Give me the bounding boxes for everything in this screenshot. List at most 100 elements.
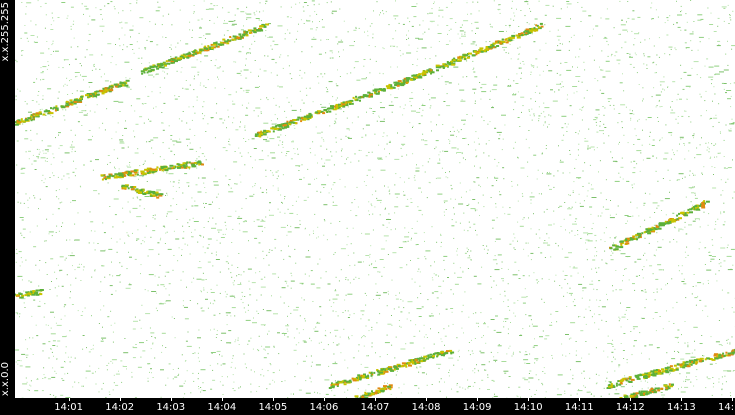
background-point <box>294 376 296 378</box>
background-point <box>600 69 602 71</box>
background-point <box>480 350 482 352</box>
background-point <box>95 7 97 9</box>
streak-point <box>407 78 410 81</box>
background-point <box>528 381 530 383</box>
background-point <box>294 127 296 129</box>
background-point <box>161 332 166 334</box>
background-point <box>182 87 184 89</box>
background-point <box>557 29 559 31</box>
background-point <box>299 69 301 71</box>
background-point <box>82 269 84 271</box>
background-point <box>581 109 583 111</box>
streak-point <box>338 103 341 106</box>
background-point <box>472 385 474 387</box>
background-point <box>326 2 328 4</box>
background-point <box>524 1 529 3</box>
background-point <box>115 384 119 386</box>
background-point <box>198 329 200 331</box>
background-point <box>353 29 357 31</box>
streak-point <box>226 42 230 45</box>
background-point <box>494 127 497 129</box>
background-point <box>158 253 160 255</box>
background-point <box>504 290 506 292</box>
background-point <box>680 138 682 140</box>
background-point <box>442 16 444 18</box>
background-point <box>549 30 551 32</box>
background-point <box>311 361 313 363</box>
background-point <box>244 125 246 127</box>
background-point <box>446 105 451 107</box>
background-point <box>474 209 476 210</box>
background-point <box>437 193 443 195</box>
background-point <box>201 18 203 20</box>
streak-point <box>135 188 139 191</box>
background-point <box>502 206 504 208</box>
background-point <box>90 230 92 232</box>
streak-point <box>342 105 346 108</box>
background-point <box>292 205 294 206</box>
streak-point <box>165 60 168 63</box>
background-point <box>301 77 303 79</box>
background-point <box>671 278 673 280</box>
background-point <box>347 279 349 281</box>
background-point <box>558 39 560 41</box>
background-point <box>104 5 106 7</box>
background-point <box>440 241 442 243</box>
background-point <box>605 199 607 201</box>
background-point <box>601 212 603 214</box>
background-point <box>267 99 269 101</box>
background-point <box>47 88 52 90</box>
background-point <box>370 203 372 205</box>
streak-point <box>406 79 410 82</box>
background-point <box>503 320 505 322</box>
background-point <box>533 113 535 115</box>
background-point <box>59 256 64 258</box>
background-point <box>365 389 367 391</box>
background-point <box>714 93 716 95</box>
background-point <box>656 54 658 56</box>
background-point <box>39 300 41 302</box>
background-point <box>199 84 201 86</box>
background-point <box>372 113 374 114</box>
background-point <box>323 140 325 142</box>
background-point <box>666 34 669 36</box>
background-point <box>181 249 183 251</box>
streak-point <box>118 172 123 175</box>
background-point <box>355 26 357 28</box>
background-point <box>384 148 385 150</box>
background-point <box>606 371 608 373</box>
background-point <box>310 365 312 367</box>
background-point <box>624 41 627 43</box>
background-point <box>186 345 192 347</box>
background-point <box>528 147 530 149</box>
background-point <box>597 80 599 82</box>
streak-point <box>160 166 165 168</box>
background-point <box>567 94 568 96</box>
background-point <box>663 269 664 271</box>
background-point <box>180 40 181 42</box>
background-point <box>544 257 546 258</box>
background-point <box>310 270 313 272</box>
background-point <box>677 341 679 343</box>
background-point <box>89 15 91 17</box>
background-point <box>641 144 643 146</box>
background-point <box>259 11 261 13</box>
background-point <box>404 236 410 238</box>
background-point <box>678 228 683 230</box>
background-point <box>618 63 620 65</box>
background-point <box>282 174 284 176</box>
background-point <box>160 284 165 286</box>
background-point <box>56 225 58 227</box>
background-point <box>459 182 461 184</box>
background-point <box>720 211 722 213</box>
background-point <box>17 201 19 203</box>
background-point <box>95 383 97 385</box>
background-point <box>437 33 442 34</box>
background-point <box>93 66 95 67</box>
background-point <box>83 13 84 15</box>
background-point <box>560 86 562 88</box>
background-point <box>549 60 551 62</box>
background-point <box>649 135 651 137</box>
background-point <box>241 155 243 157</box>
background-point <box>265 169 267 171</box>
